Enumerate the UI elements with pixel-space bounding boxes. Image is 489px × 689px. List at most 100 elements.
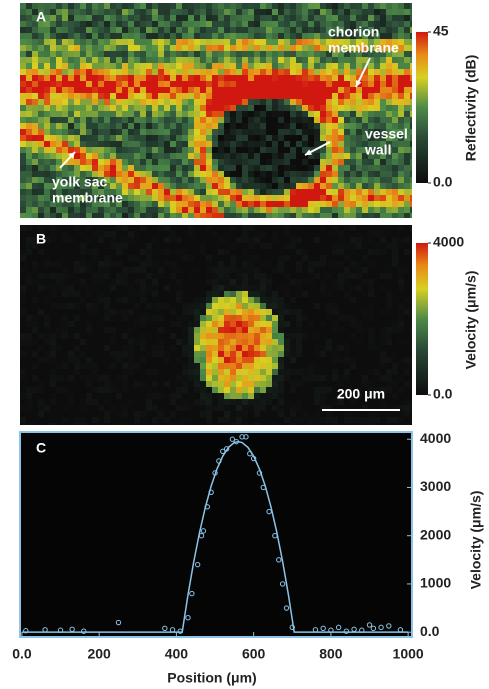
image-pixel	[260, 279, 266, 285]
image-pixel	[164, 135, 170, 141]
image-pixel	[170, 21, 176, 27]
image-pixel	[296, 93, 302, 99]
image-pixel	[74, 375, 80, 381]
image-pixel	[122, 363, 128, 369]
image-pixel	[380, 75, 386, 81]
image-pixel	[44, 309, 50, 315]
image-pixel	[164, 69, 170, 75]
image-pixel	[92, 39, 98, 45]
image-pixel	[320, 225, 326, 231]
image-pixel	[308, 135, 314, 141]
image-pixel	[116, 243, 122, 249]
image-pixel	[386, 297, 392, 303]
image-pixel	[170, 165, 176, 171]
image-pixel	[26, 165, 32, 171]
image-pixel	[356, 93, 362, 99]
image-pixel	[320, 159, 326, 165]
image-pixel	[302, 213, 308, 218]
image-pixel	[188, 171, 194, 177]
image-pixel	[218, 423, 224, 425]
image-pixel	[50, 231, 56, 237]
image-pixel	[170, 321, 176, 327]
image-pixel	[50, 399, 56, 405]
image-pixel	[284, 213, 290, 218]
image-pixel	[164, 225, 170, 231]
image-pixel	[290, 63, 296, 69]
image-pixel	[176, 63, 182, 69]
image-pixel	[218, 159, 224, 165]
image-pixel	[320, 315, 326, 321]
image-pixel	[338, 9, 344, 15]
image-pixel	[74, 411, 80, 417]
image-pixel	[224, 375, 230, 381]
image-pixel	[50, 27, 56, 33]
image-pixel	[26, 399, 32, 405]
image-pixel	[80, 87, 86, 93]
image-pixel	[170, 153, 176, 159]
image-pixel	[140, 207, 146, 213]
image-pixel	[242, 189, 248, 195]
image-pixel	[206, 39, 212, 45]
image-pixel	[62, 405, 68, 411]
image-pixel	[170, 81, 176, 87]
image-pixel	[212, 267, 218, 273]
image-pixel	[74, 267, 80, 273]
image-pixel	[122, 321, 128, 327]
image-pixel	[350, 237, 356, 243]
image-pixel	[356, 351, 362, 357]
image-pixel	[50, 213, 56, 218]
image-pixel	[242, 309, 248, 315]
image-pixel	[356, 117, 362, 123]
image-pixel	[50, 15, 56, 21]
image-pixel	[122, 171, 128, 177]
image-pixel	[146, 123, 152, 129]
image-pixel	[74, 51, 80, 57]
image-pixel	[26, 189, 32, 195]
image-pixel	[236, 75, 242, 81]
image-pixel	[32, 39, 38, 45]
image-pixel	[338, 171, 344, 177]
image-pixel	[98, 345, 104, 351]
image-pixel	[38, 87, 44, 93]
image-pixel	[176, 33, 182, 39]
image-pixel	[266, 297, 272, 303]
image-pixel	[212, 81, 218, 87]
image-pixel	[278, 153, 284, 159]
image-pixel	[212, 255, 218, 261]
image-pixel	[224, 159, 230, 165]
image-pixel	[248, 129, 254, 135]
image-pixel	[410, 279, 412, 285]
image-pixel	[272, 63, 278, 69]
image-pixel	[386, 339, 392, 345]
image-pixel	[344, 69, 350, 75]
image-pixel	[296, 99, 302, 105]
image-pixel	[140, 267, 146, 273]
image-pixel	[266, 291, 272, 297]
image-pixel	[302, 309, 308, 315]
image-pixel	[116, 279, 122, 285]
image-pixel	[26, 339, 32, 345]
image-pixel	[56, 63, 62, 69]
image-pixel	[248, 147, 254, 153]
image-pixel	[410, 63, 412, 69]
image-pixel	[212, 309, 218, 315]
image-pixel	[32, 297, 38, 303]
image-pixel	[74, 321, 80, 327]
image-pixel	[188, 321, 194, 327]
image-pixel	[302, 33, 308, 39]
image-pixel	[308, 225, 314, 231]
image-pixel	[404, 51, 410, 57]
image-pixel	[248, 279, 254, 285]
image-pixel	[374, 189, 380, 195]
image-pixel	[308, 411, 314, 417]
image-pixel	[242, 51, 248, 57]
image-pixel	[230, 321, 236, 327]
image-pixel	[80, 45, 86, 51]
image-pixel	[92, 51, 98, 57]
image-pixel	[116, 27, 122, 33]
image-pixel	[20, 279, 26, 285]
image-pixel	[248, 75, 254, 81]
image-pixel	[314, 405, 320, 411]
image-pixel	[308, 369, 314, 375]
image-pixel	[110, 39, 116, 45]
